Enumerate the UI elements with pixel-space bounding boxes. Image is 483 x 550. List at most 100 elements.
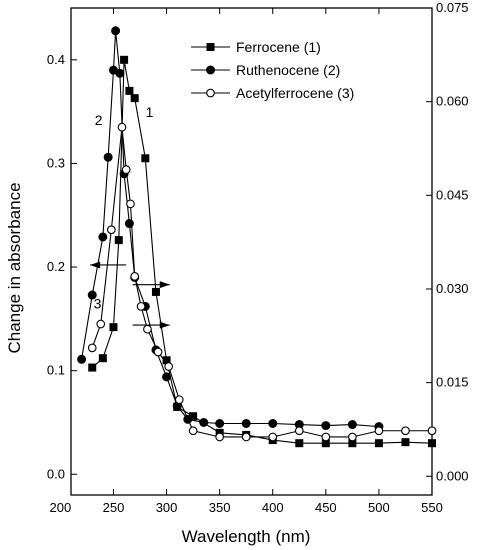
data-point — [103, 152, 113, 162]
y-left-tick-label: 0.1 — [47, 363, 65, 378]
legend: Ferrocene (1) Ruthenocene (2) Acetylferroc… — [191, 39, 354, 101]
x-tick-label: 500 — [368, 500, 390, 515]
data-point — [115, 68, 125, 78]
plot-frame-rect — [70, 7, 433, 496]
data-point — [321, 421, 331, 431]
legend-entry-1: Ferrocene (1) — [191, 39, 321, 55]
data-point — [241, 432, 251, 442]
x-tick-label: 550 — [421, 500, 443, 515]
legend-marker — [206, 65, 215, 75]
series-layer — [77, 26, 437, 448]
data-point — [136, 302, 146, 311]
data-point — [88, 363, 97, 372]
data-point — [153, 347, 163, 357]
data-point — [215, 419, 225, 429]
data-point — [98, 232, 108, 242]
data-point — [428, 439, 436, 448]
x-tick-label: 400 — [262, 500, 284, 515]
x-tick-label: 450 — [315, 500, 337, 515]
data-point — [120, 55, 129, 64]
data-point — [174, 395, 184, 405]
plot-frame — [70, 7, 433, 496]
y-right-tick-label: 0.000 — [436, 468, 469, 483]
data-point — [347, 420, 357, 430]
data-point — [294, 426, 304, 436]
legend-marker — [206, 43, 215, 51]
data-point — [215, 432, 224, 442]
data-point — [374, 426, 384, 436]
data-point — [96, 319, 106, 329]
y-axis-right: 0.000 0.015 0.030 0.045 0.060 0.075 — [426, 0, 469, 483]
y-right-tick-label: 0.030 — [436, 281, 469, 296]
data-point — [268, 432, 278, 442]
data-point — [87, 290, 97, 300]
x-axis: 200 250 300 350 400 450 500 550 — [50, 8, 443, 515]
data-point — [162, 372, 172, 382]
axis-arrow-left — [90, 261, 127, 269]
data-point — [130, 272, 140, 281]
data-point — [125, 86, 134, 95]
data-point — [141, 154, 150, 163]
legend-label: Acetylferrocene (3) — [236, 85, 354, 101]
y-right-tick-label: 0.015 — [436, 375, 469, 390]
data-point — [241, 419, 251, 429]
data-point — [151, 287, 160, 296]
x-tick-label: 250 — [103, 500, 125, 515]
legend-marker — [206, 88, 215, 98]
y-right-tick-label: 0.045 — [436, 187, 469, 202]
data-point — [143, 324, 152, 334]
y-left-tick-label: 0.4 — [47, 52, 65, 67]
data-point — [109, 323, 118, 332]
data-point — [106, 225, 116, 235]
annotation-layer: 1 2 3 — [90, 104, 170, 329]
series-1 — [88, 55, 436, 448]
curve-number-label: 3 — [94, 295, 102, 311]
data-point — [164, 362, 174, 371]
data-point — [427, 426, 437, 436]
y-axis-left: 0.0 0.1 0.2 0.3 0.4 — [47, 52, 77, 481]
y-left-tick-label: 0.0 — [47, 466, 65, 481]
legend-entry-3: Acetylferrocene (3) — [191, 85, 354, 101]
data-point — [321, 432, 331, 442]
y-right-tick-label: 0.060 — [436, 94, 469, 109]
y-left-tick-label: 0.3 — [47, 155, 65, 170]
data-point — [87, 343, 97, 353]
data-point — [188, 426, 198, 436]
x-tick-label: 200 — [50, 500, 72, 515]
x-tick-label: 350 — [209, 500, 231, 515]
data-point — [126, 199, 135, 209]
data-point — [348, 432, 357, 442]
data-point — [117, 122, 127, 132]
data-point — [111, 26, 121, 36]
curve-number-label: 1 — [146, 104, 154, 120]
data-point — [268, 419, 278, 429]
data-point — [121, 165, 131, 174]
series-line — [91, 59, 433, 444]
x-tick-label: 300 — [156, 500, 178, 515]
data-point — [114, 236, 123, 245]
legend-label: Ferrocene (1) — [236, 39, 321, 55]
y-left-tick-label: 0.2 — [47, 259, 65, 274]
arrow-head — [159, 281, 170, 289]
arrow-head — [90, 261, 101, 269]
data-point — [199, 417, 209, 427]
data-point — [98, 354, 107, 363]
y-right-tick-label: 0.075 — [436, 0, 469, 15]
legend-label: Ruthenocene (2) — [236, 62, 340, 78]
x-axis-label: Wavelength (nm) — [182, 527, 311, 546]
data-point — [77, 354, 87, 364]
series-line — [91, 127, 432, 438]
data-point — [130, 94, 139, 103]
data-point — [295, 439, 304, 448]
legend-entry-2: Ruthenocene (2) — [191, 62, 340, 78]
series-3 — [87, 122, 437, 442]
curve-number-label: 2 — [95, 112, 103, 128]
axis-arrow-right — [132, 321, 170, 329]
axis-arrow-right — [132, 281, 170, 289]
data-point — [374, 439, 383, 448]
y-axis-label: Change in absorbance — [5, 182, 24, 353]
data-point — [401, 438, 410, 447]
data-point — [401, 426, 410, 436]
arrow-head — [159, 321, 170, 329]
